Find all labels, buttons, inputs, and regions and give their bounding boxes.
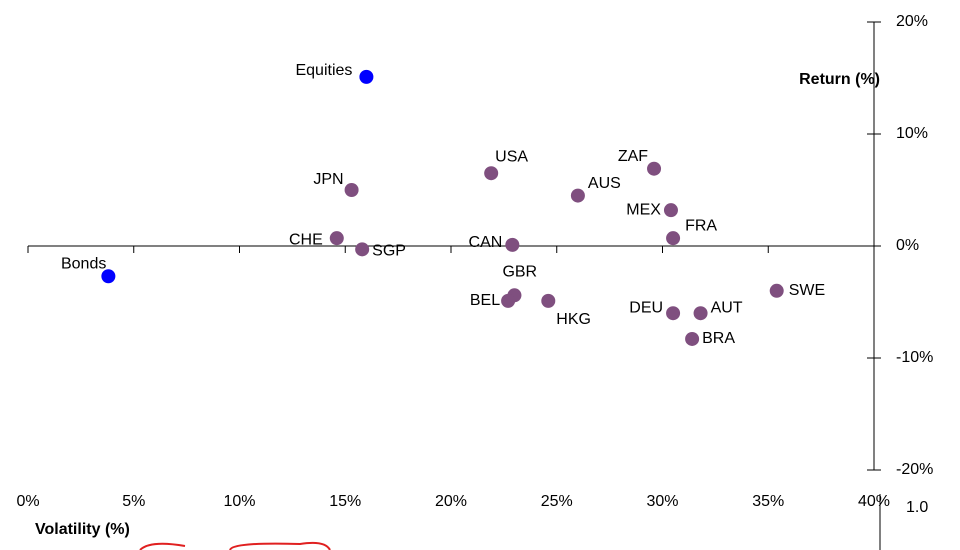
- point: [663, 203, 678, 218]
- point: [647, 161, 662, 176]
- x-tick-label: 30%: [646, 493, 678, 510]
- x-tick-label: 15%: [329, 493, 361, 510]
- y-tick-label: 10%: [896, 125, 928, 142]
- point: [101, 269, 116, 284]
- point-label: AUT: [711, 299, 743, 316]
- y-tick-label: -10%: [896, 349, 933, 366]
- point: [501, 293, 516, 308]
- point-label: Bonds: [61, 255, 106, 272]
- y-tick-label: -20%: [896, 461, 933, 478]
- point: [484, 166, 499, 181]
- x-tick-label: 5%: [122, 493, 145, 510]
- y-tick-label: 0%: [896, 237, 919, 254]
- point-label: USA: [495, 148, 528, 165]
- point: [329, 231, 344, 246]
- annotation: 1.0: [906, 499, 928, 516]
- x-tick-label: 25%: [541, 493, 573, 510]
- point: [693, 306, 708, 321]
- point: [769, 283, 784, 298]
- y-tick-label: 20%: [896, 13, 928, 30]
- point: [505, 237, 520, 252]
- point-label: CAN: [469, 234, 503, 251]
- point-label: DEU: [629, 299, 663, 316]
- point-label: BRA: [702, 330, 735, 347]
- point-label: FRA: [685, 217, 717, 234]
- point-label: GBR: [502, 263, 537, 280]
- point: [541, 293, 556, 308]
- point: [359, 69, 374, 84]
- x-axis-label: Volatility (%): [35, 521, 130, 538]
- point-label: JPN: [313, 171, 343, 188]
- point-label: MEX: [626, 201, 661, 218]
- point-label: HKG: [556, 311, 591, 328]
- point: [570, 188, 585, 203]
- point: [685, 331, 700, 346]
- point-label: AUS: [588, 175, 621, 192]
- point-label: SGP: [372, 243, 406, 260]
- point: [666, 231, 681, 246]
- x-tick-label: 0%: [16, 493, 39, 510]
- x-tick-label: 40%: [858, 493, 890, 510]
- point-label: ZAF: [618, 148, 648, 165]
- x-tick-label: 35%: [752, 493, 784, 510]
- y-axis-label: Return (%): [799, 71, 880, 88]
- point-label: SWE: [789, 282, 825, 299]
- x-tick-label: 20%: [435, 493, 467, 510]
- scribble: [139, 541, 331, 550]
- point: [666, 306, 681, 321]
- x-tick-label: 10%: [223, 493, 255, 510]
- point-label: BEL: [470, 292, 500, 309]
- point: [344, 183, 359, 197]
- point-label: CHE: [289, 231, 323, 248]
- point: [355, 242, 370, 257]
- point-label: Equities: [295, 62, 352, 79]
